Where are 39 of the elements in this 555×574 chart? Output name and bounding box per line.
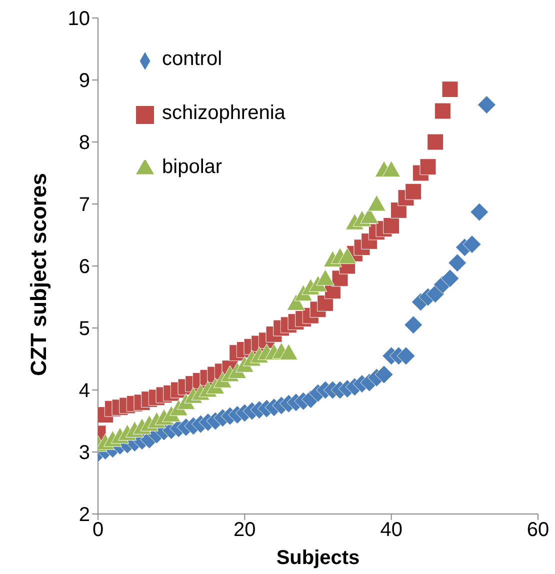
x-axis-title: Subjects: [276, 547, 360, 569]
point: [448, 254, 467, 272]
x-tick-label: 60: [526, 519, 550, 542]
point: [374, 365, 394, 384]
legend-label: bipolar: [162, 155, 222, 180]
point: [338, 247, 357, 264]
y-tick-label: 9: [78, 70, 90, 92]
point: [367, 194, 386, 212]
point: [396, 346, 416, 366]
y-tick-label: 5: [78, 318, 90, 340]
point: [440, 269, 460, 288]
point: [420, 158, 436, 176]
point: [427, 134, 444, 150]
y-tick-label: 6: [78, 256, 90, 278]
legend-label: schizophrenia: [162, 101, 286, 126]
x-tick-label: 0: [92, 519, 104, 542]
y-axis-title: CZT subject scores: [26, 173, 51, 376]
point: [404, 316, 423, 334]
point: [477, 96, 496, 114]
point: [382, 160, 401, 178]
y-tick-label: 3: [78, 442, 90, 464]
y-tick-label: 4: [78, 380, 90, 402]
legend-label: control: [162, 47, 222, 72]
y-tick-label: 8: [78, 132, 90, 154]
y-tick-label: 2: [78, 504, 90, 526]
point: [426, 284, 445, 304]
point: [279, 344, 298, 360]
point: [383, 217, 400, 234]
y-tick-label: 10: [68, 8, 90, 30]
x-tick-label: 40: [380, 519, 402, 542]
point: [316, 269, 335, 286]
point: [434, 102, 451, 120]
point: [462, 235, 482, 254]
point: [470, 202, 489, 222]
point: [442, 81, 458, 98]
x-tick-label: 20: [234, 519, 256, 542]
point: [360, 207, 379, 224]
point: [405, 183, 422, 200]
y-tick-label: 7: [78, 194, 90, 216]
